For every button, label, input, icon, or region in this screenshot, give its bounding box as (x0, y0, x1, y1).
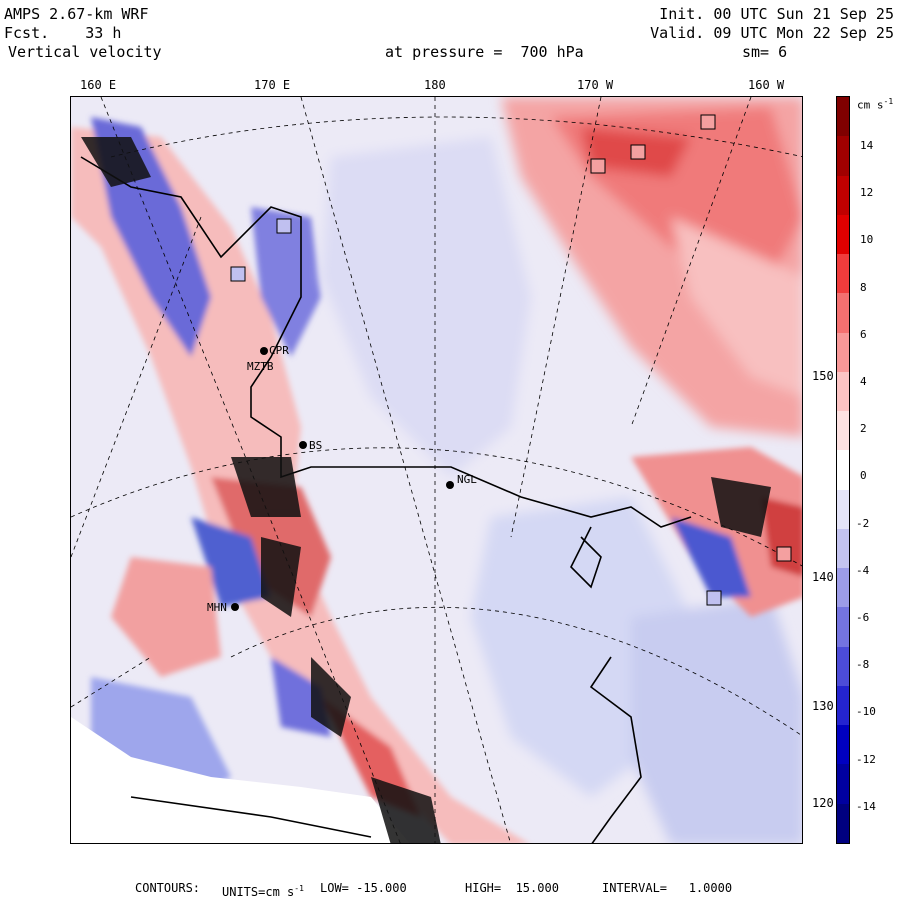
station-ngl-label: NGL (457, 473, 477, 486)
colorbar-segment (837, 332, 849, 373)
init-time: Init. 00 UTC Sun 21 Sep 25 (659, 5, 894, 23)
smoothing-label: sm= 6 (742, 43, 788, 61)
colorbar-segment (837, 293, 849, 334)
colorbar-tick-label: -6 (856, 611, 870, 624)
colorbar-segment (837, 214, 849, 255)
colorbar-segment (837, 528, 849, 569)
lon-label-160w: 160 W (748, 78, 785, 92)
colorbar-segment (837, 685, 849, 726)
footer-high: HIGH= 15.000 (465, 881, 559, 895)
colorbar-segment (837, 725, 849, 765)
colorbar-segment (837, 254, 849, 294)
colorbar-tick-label: 2 (860, 422, 867, 436)
model-title: AMPS 2.67-km WRF (4, 5, 149, 23)
station-mztb-label: MZTB (247, 360, 274, 373)
colorbar-segment (837, 568, 849, 608)
coastline (80, 156, 692, 843)
colorbar-segment (837, 450, 849, 491)
colorbar-segment (837, 371, 849, 412)
colorbar-tick-label: 12 (860, 186, 874, 200)
colorbar-segment (837, 489, 849, 530)
colorbar-segment (837, 97, 849, 137)
station-cpr-marker (260, 347, 268, 355)
lon-label-170w: 170 W (577, 78, 614, 92)
colorbar-tick-label: 6 (860, 327, 867, 341)
colorbar-tick-label: 8 (860, 280, 867, 294)
colorbar-segment (837, 175, 849, 216)
colorbar-units: cm s-1 (857, 97, 894, 112)
lon-label-170e: 170 E (254, 78, 291, 92)
colorbar-segment (837, 607, 849, 648)
station-bs-marker (299, 441, 307, 449)
footer-low: LOW= -15.000 (320, 881, 407, 895)
colorbar-tick-label: -12 (856, 752, 876, 766)
terrain-mask (71, 717, 410, 843)
updraft-region-northeast (501, 97, 802, 437)
colorbar-tick-label: -10 (856, 705, 876, 719)
colorbar-tick-label: -14 (856, 799, 876, 813)
forecast-hour: Fcst. 33 h (4, 24, 122, 42)
vertical-velocity-map: CPR MZTB BS NGL MHN (70, 96, 803, 844)
terrain-contour-clusters (81, 137, 771, 843)
downdraft-region-central (321, 137, 802, 843)
station-mhn-marker (231, 603, 239, 611)
colorbar-segment (837, 411, 849, 451)
colorbar-tick-label: 10 (860, 233, 874, 247)
footer-units: UNITS=cm s-1 (222, 884, 304, 899)
station-mhn-label: MHN (207, 601, 227, 614)
colorbar-segment (837, 803, 849, 844)
colorbar-tick-label: -4 (856, 563, 870, 577)
colorbar-tick-label: 4 (860, 375, 867, 388)
footer-contours: CONTOURS: (135, 881, 201, 895)
colorbar-segment (837, 646, 849, 687)
lon-label-180: 180 (424, 78, 446, 92)
colorbar (836, 96, 850, 844)
colorbar-tick-label: 0 (860, 469, 867, 483)
field-name: Vertical velocity (8, 43, 162, 61)
lon-label-160e: 160 E (80, 78, 117, 92)
contour-labels (230, 114, 792, 606)
colorbar-tick-label: -2 (856, 516, 870, 530)
colorbar-segment (837, 136, 849, 176)
station-ngl-marker (446, 481, 454, 489)
colorbar-segment (837, 764, 849, 805)
pressure-level: at pressure = 700 hPa (385, 43, 584, 61)
colorbar-tick-label: 14 (860, 139, 874, 152)
valid-time: Valid. 09 UTC Mon 22 Sep 25 (650, 24, 894, 42)
colorbar-tick-label: -8 (856, 658, 870, 672)
station-cpr-label: CPR (269, 344, 289, 357)
map-canvas (71, 97, 802, 843)
footer-interval: INTERVAL= 1.0000 (602, 881, 733, 895)
station-bs-label: BS (309, 439, 323, 452)
